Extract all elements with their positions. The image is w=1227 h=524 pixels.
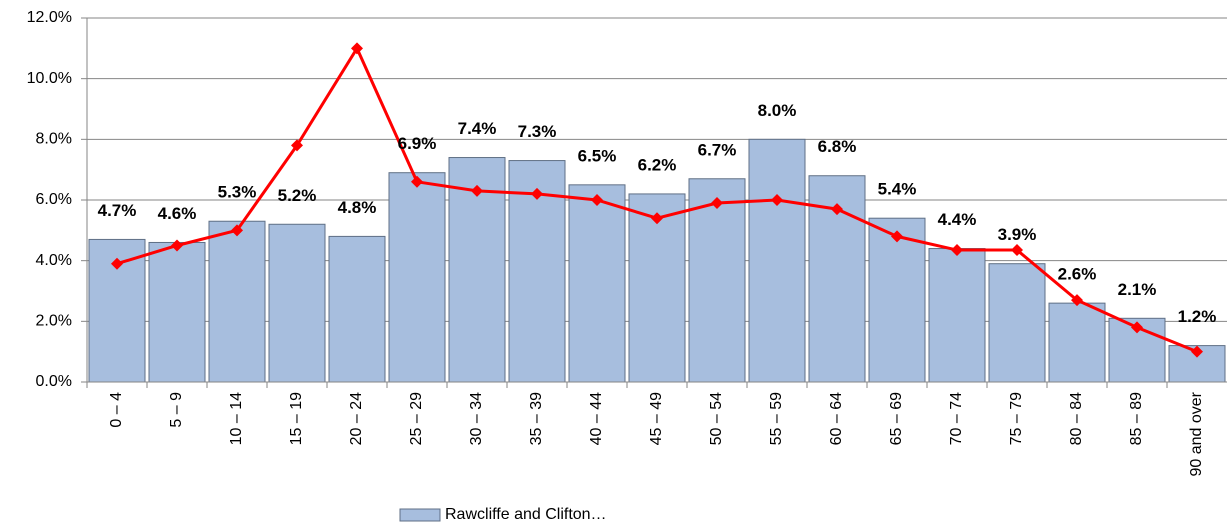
line-marker	[1191, 345, 1203, 358]
data-label: 4.6%	[158, 204, 197, 223]
line-marker	[1071, 294, 1083, 307]
y-tick-label: 12.0%	[27, 9, 72, 26]
data-label: 6.2%	[638, 155, 677, 174]
x-tick-label: 0 – 4	[108, 392, 125, 428]
y-tick-label: 2.0%	[36, 313, 72, 330]
x-tick-label: 15 – 19	[288, 392, 305, 445]
y-tick-label: 10.0%	[27, 70, 72, 87]
x-tick-label: 75 – 79	[1008, 392, 1025, 445]
bar	[628, 193, 686, 383]
data-label: 6.9%	[398, 134, 437, 153]
line-marker	[531, 187, 543, 200]
x-tick-label: 90 and over	[1188, 391, 1205, 476]
bar	[148, 241, 206, 383]
line-marker	[1011, 244, 1023, 257]
line-marker	[1131, 321, 1143, 334]
x-tick-label: 10 – 14	[228, 392, 245, 445]
y-tick-label: 6.0%	[36, 191, 72, 208]
x-tick-label: 45 – 49	[648, 392, 665, 445]
x-tick-label: 35 – 39	[528, 392, 545, 445]
line-marker	[591, 194, 603, 206]
line-marker	[951, 244, 963, 257]
bar	[268, 223, 326, 383]
data-label: 6.5%	[578, 146, 617, 165]
bar	[748, 138, 806, 383]
data-label: 3.9%	[998, 225, 1037, 244]
line-marker	[171, 239, 183, 252]
data-label: 2.6%	[1058, 265, 1097, 284]
x-tick-label: 80 – 84	[1068, 392, 1085, 445]
data-label: 7.4%	[458, 119, 497, 138]
y-tick-label: 8.0%	[36, 131, 72, 148]
line-marker	[291, 139, 303, 152]
y-tick-label: 4.0%	[36, 252, 72, 269]
data-label: 5.4%	[878, 180, 917, 199]
x-tick-label: 85 – 89	[1128, 392, 1145, 445]
x-tick-label: 55 – 59	[768, 392, 785, 445]
data-label: 4.7%	[98, 201, 137, 220]
line-marker	[231, 224, 243, 237]
data-label: 8.0%	[758, 101, 797, 120]
line-marker	[891, 230, 903, 243]
bar	[1048, 302, 1106, 383]
x-tick-label: 65 – 69	[888, 392, 905, 445]
x-tick-label: 20 – 24	[348, 392, 365, 445]
line-marker	[351, 42, 363, 55]
bar	[868, 217, 926, 383]
bar	[688, 178, 746, 383]
line-marker	[831, 203, 843, 216]
bar	[388, 172, 446, 383]
bar	[988, 263, 1046, 383]
data-label: 5.3%	[218, 183, 257, 202]
data-label: 5.2%	[278, 186, 317, 205]
y-tick-label: 0.0%	[36, 373, 72, 390]
data-label: 2.1%	[1118, 280, 1157, 299]
x-tick-label: 60 – 64	[828, 392, 845, 445]
x-tick-label: 70 – 74	[948, 392, 965, 445]
x-tick-label: 40 – 44	[588, 392, 605, 445]
x-tick-label: 30 – 34	[468, 392, 485, 445]
data-label: 6.8%	[818, 137, 857, 156]
line-marker	[651, 212, 663, 225]
data-label: 4.4%	[938, 210, 977, 229]
data-label: 7.3%	[518, 122, 557, 141]
bar	[208, 220, 266, 383]
data-label: 6.7%	[698, 140, 737, 159]
bar	[928, 248, 986, 383]
line-marker	[471, 184, 483, 197]
line-marker	[411, 175, 423, 188]
line-marker	[771, 194, 783, 206]
data-label: 1.2%	[1178, 307, 1217, 326]
line-marker	[111, 257, 123, 270]
line-marker	[711, 197, 723, 210]
legend-label: Rawcliffe and Clifton…	[445, 506, 607, 523]
x-tick-label: 25 – 29	[408, 392, 425, 445]
bar	[568, 184, 626, 383]
x-tick-label: 50 – 54	[708, 392, 725, 445]
data-label: 4.8%	[338, 198, 377, 217]
bar	[328, 235, 386, 383]
legend-swatch	[399, 508, 441, 522]
x-tick-label: 5 – 9	[168, 392, 185, 428]
